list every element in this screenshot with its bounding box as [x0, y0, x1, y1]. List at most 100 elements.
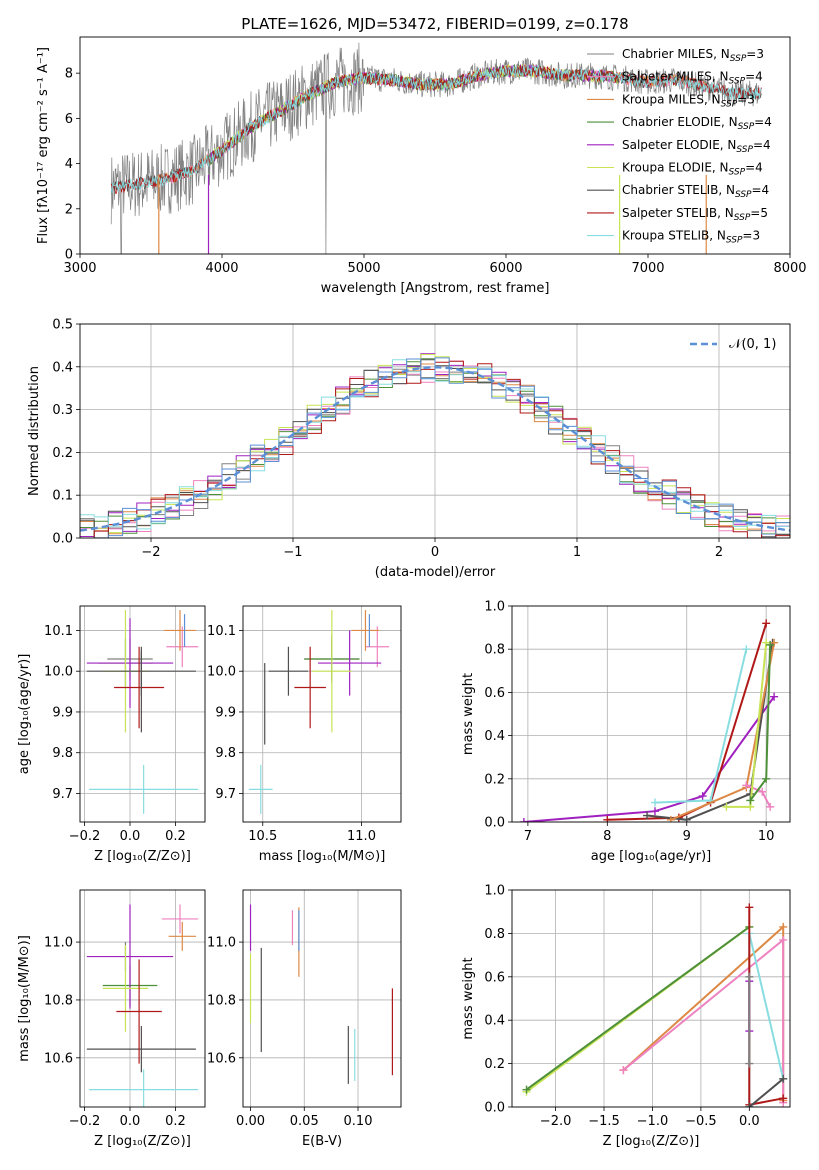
- x-tick-label: 10.5: [248, 829, 277, 844]
- y-axis-label: mass weight: [461, 673, 476, 755]
- y-tick-label: 0.0: [484, 1101, 505, 1116]
- series-salpeter_elodie-line: [523, 696, 775, 822]
- y-axis-label: Normed distribution: [27, 366, 42, 496]
- series-chabrier_stelib-line: [748, 1078, 784, 1107]
- plots-layer: 3000 4000 5000 6000 7000 8000 0 2 4 6 8 wavelength …: [17, 15, 807, 1149]
- y-tick-label: 10.6: [44, 1051, 73, 1066]
- legend-chabrier_miles-label: Chabrier MILES, NSSP=3: [622, 47, 764, 64]
- y-axis-label: age [log₁₀(age/yr)]: [17, 654, 32, 775]
- y-tick-label: 10.0: [207, 665, 236, 680]
- legend-kroupa_stelib-label: Kroupa STELIB, NSSP=3: [622, 229, 760, 246]
- age_vs_mass-panel: 10.5 11.0 9.7 9.8 9.9 10.0 10.1 mass [log₁₀(M/M…: [207, 605, 402, 864]
- x-tick-label: −0.2: [69, 829, 101, 844]
- series-chabrier_stelib-marker: [779, 1074, 788, 1083]
- x-tick-label: −2.0: [540, 1114, 572, 1129]
- x-tick-label: 0.0: [120, 1114, 141, 1129]
- series-kroupa_elodie-marker: [722, 802, 731, 811]
- x-tick-label: 0.2: [165, 829, 186, 844]
- x-tick-label: 0.10: [344, 1114, 373, 1129]
- axes-frame: [242, 889, 402, 1108]
- mass_vs_Z-panel: −0.2 0.0 0.2 10.6 10.8 11.0 Z [log₁₀(Z/Z⊙)] mas…: [17, 889, 206, 1149]
- x-tick-label: −0.2: [69, 1114, 101, 1129]
- spectrum-lines: [110, 42, 762, 254]
- series-chabrier_stelib-marker: [745, 1103, 754, 1107]
- x-tick-label: −2: [141, 545, 160, 560]
- y-tick-label: 11.0: [44, 936, 73, 951]
- y-tick-label: 9.9: [215, 705, 236, 720]
- x-tick-label: 0.0: [120, 829, 141, 844]
- axes-frame: [79, 36, 791, 255]
- series-chabrier_stelib-line: [646, 642, 774, 821]
- legend-salpeter_miles-label: Salpeter MILES, NSSP=4: [622, 70, 763, 87]
- series-chabrier_miles-marker: [745, 1059, 754, 1068]
- series-salpeter_stelib-marker: [762, 619, 771, 628]
- mass_vs_ebv-panel: 0.00 0.05 0.10 10.6 10.8 11.0 E(B-V): [207, 889, 402, 1149]
- legend-kroupa_elodie-label: Kroupa ELODIE, NSSP=4: [622, 161, 763, 178]
- y-tick-label: 10.0: [44, 665, 73, 680]
- y-tick-label: 9.8: [215, 746, 236, 761]
- y-tick-label: 0.0: [52, 532, 73, 547]
- y-tick-label: 4: [65, 157, 73, 172]
- mass_vs_ebv-points: [249, 904, 394, 1084]
- series-chabrier_elodie-marker: [746, 796, 755, 805]
- massweight_vs_Z-panel: −2.0 −1.5 −1.0 −0.5 0.0 0.0 0.2 0.4 0.6 0.8 1.0 Z […: [461, 884, 791, 1149]
- x-axis-label: mass [log₁₀(M/M⊙)]: [259, 849, 386, 864]
- series-chabrier_elodie-line: [525, 926, 750, 1091]
- x-axis-label: (data-model)/error: [375, 565, 496, 580]
- y-tick-label: 0.4: [52, 360, 73, 375]
- massweight_vs_age-lines: [519, 619, 779, 822]
- x-tick-label: 0.0: [739, 1114, 760, 1129]
- legend-chabrier_elodie-label: Chabrier ELODIE, NSSP=4: [622, 115, 772, 132]
- x-tick-label: 7000: [631, 261, 664, 276]
- series-salpeter_stelib-marker: [745, 903, 754, 912]
- series-salpeter_miles-marker: [758, 787, 767, 796]
- legend-salpeter_stelib-label: Salpeter STELIB, NSSP=5: [622, 206, 768, 223]
- y-tick-label: 10.8: [207, 993, 236, 1008]
- residuals-panel: −2 −1 0 1 2 0.0 0.1 0.2 0.3 0.4 0.5 (data-model)/er…: [27, 318, 791, 580]
- massweight_vs_Z-lines: [522, 903, 788, 1107]
- series-chabrier_stelib-marker: [682, 815, 691, 822]
- y-tick-label: 1.0: [484, 600, 505, 615]
- x-axis-label: Z [log₁₀(Z/Z⊙)]: [94, 849, 191, 864]
- series-salpeter_miles-marker: [779, 935, 788, 944]
- chart-title: PLATE=1626, MJD=53472, FIBERID=0199, z=0…: [241, 15, 628, 33]
- legend-salpeter_elodie-label: Salpeter ELODIE, NSSP=4: [622, 138, 771, 155]
- x-tick-label: 0.2: [165, 1114, 186, 1129]
- y-axis-label: mass weight: [461, 957, 476, 1039]
- x-tick-label: 11.0: [347, 829, 376, 844]
- series-salpeter_elodie-marker: [519, 818, 528, 822]
- y-tick-label: 11.0: [207, 936, 236, 951]
- series-salpeter_stelib-marker: [779, 1094, 788, 1103]
- y-tick-label: 0.8: [484, 643, 505, 658]
- model-kroupa_stelib-line: [110, 64, 762, 194]
- legend-chabrier_stelib-label: Chabrier STELIB, NSSP=4: [622, 183, 769, 200]
- x-tick-label: 9: [683, 829, 691, 844]
- y-tick-label: 9.7: [52, 787, 73, 802]
- y-tick-label: 10.8: [44, 993, 73, 1008]
- axes-frame: [242, 605, 402, 823]
- series-kroupa_miles-marker: [666, 815, 675, 822]
- x-axis-label: E(B-V): [302, 1134, 342, 1149]
- x-tick-label: −1.5: [588, 1114, 620, 1129]
- x-tick-label: 0: [431, 545, 439, 560]
- y-tick-label: 0: [65, 248, 73, 263]
- histogram-extra_blue-step: [80, 357, 790, 538]
- y-tick-label: 10.1: [207, 624, 236, 639]
- series-salpeter_stelib-marker: [603, 815, 612, 822]
- x-tick-label: 2: [715, 545, 723, 560]
- x-axis-label: Z [log₁₀(Z/Z⊙)]: [603, 1134, 700, 1149]
- series-salpeter_miles-marker: [619, 1066, 628, 1075]
- y-tick-label: 0.2: [484, 772, 505, 787]
- series-chabrier_elodie-marker: [762, 774, 771, 783]
- series-kroupa_stelib-marker: [742, 645, 751, 654]
- x-tick-label: −1.0: [637, 1114, 669, 1129]
- series-salpeter_elodie-marker: [650, 807, 659, 816]
- y-tick-label: 9.7: [215, 787, 236, 802]
- series-salpeter_elodie-marker: [770, 692, 779, 701]
- legend-gaussian-label: 𝒩(0, 1): [729, 337, 776, 352]
- axes-frame: [79, 889, 206, 1108]
- y-tick-label: 0.8: [484, 927, 505, 942]
- x-tick-label: −1: [283, 545, 302, 560]
- y-tick-label: 0.4: [484, 1014, 505, 1029]
